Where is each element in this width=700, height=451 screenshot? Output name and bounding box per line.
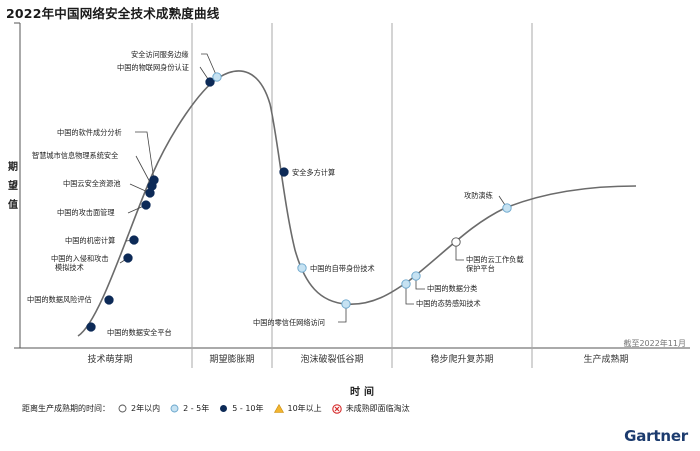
legend-item-obsolete: 未成熟即面临淘汰 xyxy=(331,403,410,414)
phase-labels: 技术萌芽期 期望膨胀期 泡沫破裂低谷期 稳步爬升复苏期 生产成熟期 xyxy=(87,353,628,365)
y-axis-label-char: 值 xyxy=(8,200,18,211)
tech-label-line: 中国的入侵和攻击 xyxy=(51,254,109,263)
tech-label-15: 中国的数据分类 xyxy=(427,284,477,293)
tech-point-1 xyxy=(86,322,96,332)
tech-leader-14 xyxy=(405,284,414,305)
red-x-circle-icon xyxy=(331,403,342,414)
white-circle-icon xyxy=(118,404,127,413)
tech-label-line: 模拟技术 xyxy=(55,263,84,272)
legend: 距离生产成熟期的时间： 2年以内 2 - 5年 5 - 10年 10年以上 未成… xyxy=(22,403,420,414)
phase-label-4: 稳步爬升复苏期 xyxy=(430,353,493,365)
legend-item-2-5: 2 - 5年 xyxy=(170,403,209,414)
phase-label-5: 生产成熟期 xyxy=(583,353,628,365)
tech-label-12: 中国的自带身份技术 xyxy=(310,264,375,273)
tech-point-15 xyxy=(411,271,421,281)
legend-item-lt2: 2年以内 xyxy=(118,403,160,414)
legend-label: 10年以上 xyxy=(287,404,322,413)
tech-leader-13 xyxy=(338,304,347,323)
tech-point-11 xyxy=(279,167,289,177)
tech-point-8 xyxy=(149,175,159,185)
legend-label: 2 - 5年 xyxy=(183,404,210,413)
as-of-date: 截至2022年11月 xyxy=(623,339,686,348)
tech-label-8: 中国的软件成分分析 xyxy=(57,128,122,137)
phase-dividers xyxy=(191,23,533,368)
legend-title: 距离生产成熟期的时间： xyxy=(22,404,110,413)
tech-label-9: 中国的物联网身份认证 xyxy=(117,63,189,72)
tech-leader-16 xyxy=(455,242,464,261)
tech-label-3: 中国的入侵和攻击模拟技术 xyxy=(51,254,109,272)
tech-label-4: 中国的机密计算 xyxy=(65,236,115,245)
technology-points xyxy=(86,72,512,332)
tech-point-16 xyxy=(451,237,461,247)
x-axis-label: 时间 xyxy=(350,387,378,398)
legend-label: 未成熟即面临淘汰 xyxy=(345,404,410,413)
tech-leader-7 xyxy=(135,155,153,187)
tech-leader-10 xyxy=(201,53,218,78)
tech-label-17: 攻防演练 xyxy=(464,191,493,200)
gartner-logo: Gartner xyxy=(624,427,688,445)
tech-point-3 xyxy=(123,253,133,263)
label-leaders xyxy=(119,53,508,323)
tech-label-1: 中国的数据安全平台 xyxy=(107,328,172,337)
tech-label-line: 中国的云工作负载 xyxy=(466,255,524,264)
legend-label: 5 - 10年 xyxy=(232,404,264,413)
yellow-triangle-icon xyxy=(273,404,284,413)
tech-label-2: 中国的数据风险评估 xyxy=(27,295,92,304)
tech-label-11: 安全多方计算 xyxy=(292,168,335,177)
y-axis-label-char: 期 xyxy=(8,162,18,173)
tech-point-13 xyxy=(341,299,351,309)
tech-point-4 xyxy=(129,235,139,245)
tech-label-line: 保护平台 xyxy=(466,264,495,273)
tech-point-17 xyxy=(502,203,512,213)
axes xyxy=(14,22,690,349)
hype-cycle-chart: 技术萌芽期 期望膨胀期 泡沫破裂低谷期 稳步爬升复苏期 生产成熟期 中国的数据安全平台 中… xyxy=(14,22,690,368)
legend-item-5-10: 5 - 10年 xyxy=(219,403,264,414)
tech-label-14: 中国的态势感知技术 xyxy=(416,299,481,308)
tech-label-6: 中国云安全资源池 xyxy=(63,179,121,188)
chart-title: 2022年中国网络安全技术成熟度曲线 xyxy=(6,6,220,21)
tech-label-10: 安全访问服务边缘 xyxy=(131,50,189,59)
tech-label-13: 中国的零信任网络访问 xyxy=(253,318,325,327)
dark-blue-circle-icon xyxy=(220,405,228,412)
phase-label-3: 泡沫破裂低谷期 xyxy=(300,353,363,365)
legend-item-gt10: 10年以上 xyxy=(273,403,322,414)
tech-point-5 xyxy=(141,200,151,210)
light-blue-circle-icon xyxy=(170,404,179,413)
tech-label-5: 中国的攻击面管理 xyxy=(57,208,115,217)
phase-label-2: 期望膨胀期 xyxy=(209,353,254,365)
y-axis-label: 期望值 xyxy=(6,158,20,215)
tech-point-10 xyxy=(212,72,222,82)
tech-label-7: 智慧城市信息物理系统安全 xyxy=(32,151,119,160)
technology-labels: 中国的数据安全平台中国的数据风险评估中国的入侵和攻击模拟技术中国的机密计算中国的… xyxy=(27,50,524,337)
legend-label: 2年以内 xyxy=(131,404,161,413)
tech-point-2 xyxy=(104,295,114,305)
tech-point-9 xyxy=(205,77,215,87)
tech-label-16: 中国的云工作负载保护平台 xyxy=(466,255,524,273)
tech-point-12 xyxy=(297,263,307,273)
tech-point-14 xyxy=(401,279,411,289)
phase-label-1: 技术萌芽期 xyxy=(87,353,132,365)
hype-curve xyxy=(77,70,637,337)
tech-leader-8 xyxy=(135,131,155,181)
y-axis-label-char: 望 xyxy=(8,181,18,192)
